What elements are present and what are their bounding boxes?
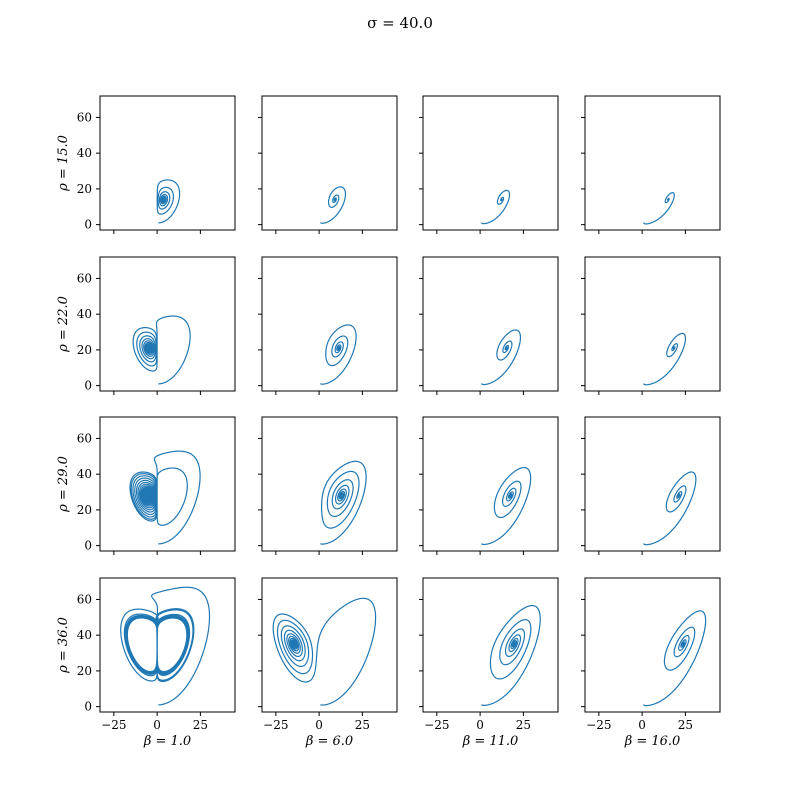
trajectory-line [272,597,377,706]
subplot-frame [422,256,559,392]
x-tick-label: 0 [476,718,484,732]
y-axis-label: ρ = 15.0 [56,135,71,192]
subplot-r0-c0: 0 20 40 60 ρ = 15.0 [56,95,236,234]
y-tick-label: 0 [84,539,92,553]
y-tick-label: 0 [84,379,92,393]
trajectory-line [481,329,522,386]
trajectory-line [643,192,675,225]
x-axis-label: β = 1.0 [143,734,191,749]
subplot-r3-c1: −25 0 25β = 6.0 [258,577,398,749]
subplot-r0-c2 [419,95,559,234]
y-tick-label: 20 [77,343,92,357]
x-tick-label: 25 [516,718,531,732]
subplot-r2-c1 [258,416,398,555]
y-axis-label: ρ = 22.0 [56,296,71,353]
x-tick-label: 0 [638,718,646,732]
y-tick-label: 60 [77,110,92,124]
trajectory-line [320,186,347,224]
subplot-frame [261,577,398,713]
trajectory-line [132,315,191,385]
y-tick-label: 60 [77,271,92,285]
subplot-r2-c3 [581,416,721,555]
subplot-r0-c3 [581,95,721,234]
subplot-frame [261,256,398,392]
trajectory-line [643,332,687,386]
chart-suptitle: σ = 40.0 [367,14,433,32]
subplot-r1-c0: 0 20 40 60 ρ = 22.0 [56,256,236,395]
subplot-frame [99,95,236,231]
trajectory-line [320,460,367,545]
x-tick-label: 0 [153,718,161,732]
x-tick-label: −25 [586,718,611,732]
trajectory-line [120,586,211,706]
trajectory-line [156,179,181,224]
subplot-frame [99,256,236,392]
subplot-r1-c2 [419,256,559,395]
subplot-r3-c3: −25 0 25 β = 16.0 [581,577,721,749]
trajectory-line [481,189,511,225]
x-tick-label: −25 [424,718,449,732]
x-tick-label: 0 [315,718,323,732]
y-tick-label: 20 [77,664,92,678]
subplot-r0-c1 [258,95,398,234]
trajectory-line [320,324,357,385]
subplot-frame [584,416,721,552]
subplot-frame [584,95,721,231]
x-tick-label: −25 [101,718,126,732]
x-axis-label: β = 6.0 [305,734,353,749]
y-tick-label: 60 [77,431,92,445]
subplot-r3-c0: −25 0 25 0 20 40 60 β = 1.0 ρ = 36.0 [56,577,236,749]
x-tick-label: 25 [193,718,208,732]
subplot-frame [422,95,559,231]
y-tick-label: 20 [77,182,92,196]
y-tick-label: 40 [77,467,92,481]
x-tick-label: 25 [355,718,370,732]
y-axis-label: ρ = 29.0 [56,456,71,513]
x-axis-label: β = 11.0 [462,734,519,749]
subplot-frame [99,577,236,713]
y-tick-label: 40 [77,628,92,642]
subplot-frame [261,416,398,552]
subplot-r1-c1 [258,256,398,395]
subplot-frame [584,577,721,713]
y-tick-label: 60 [77,592,92,606]
y-tick-label: 40 [77,146,92,160]
subplot-frame [584,256,721,392]
subplot-r2-c2 [419,416,559,555]
trajectory-line [129,450,201,545]
trajectory-line [643,610,707,707]
subplot-r2-c0: 0 20 40 60 ρ = 29.0 [56,416,236,555]
y-tick-label: 40 [77,307,92,321]
y-axis-label: ρ = 36.0 [56,617,71,674]
y-tick-label: 0 [84,218,92,232]
subplot-frame [422,416,559,552]
y-tick-label: 20 [77,503,92,517]
subplot-frame [99,416,236,552]
trajectory-line [643,471,697,546]
x-tick-label: 25 [678,718,693,732]
trajectory-line [481,466,532,546]
x-tick-label: −25 [263,718,288,732]
subplot-frame [422,577,559,713]
subplot-r3-c2: −25 0 25 β = 11.0 [419,577,559,749]
subplot-grid: 0 20 40 60 ρ = 15.0 0 20 40 60 ρ = 22.0 0 20 40 60 ρ =… [56,95,721,749]
trajectory-line [481,604,541,706]
subplot-r1-c3 [581,256,721,395]
subplot-frame [261,95,398,231]
y-tick-label: 0 [84,700,92,714]
x-axis-label: β = 16.0 [624,734,681,749]
